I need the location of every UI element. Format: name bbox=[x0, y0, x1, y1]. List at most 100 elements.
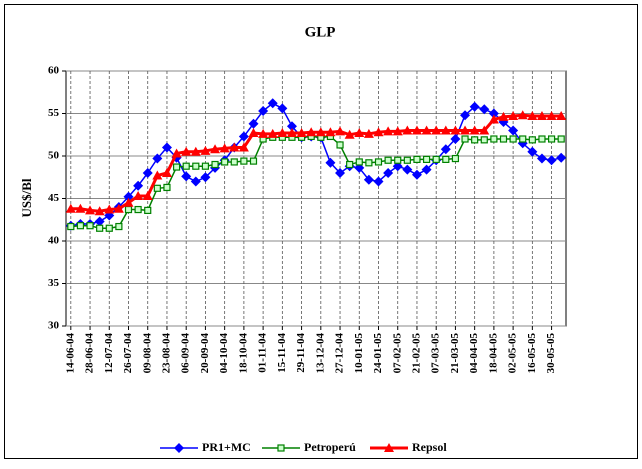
marker bbox=[181, 146, 192, 156]
marker bbox=[556, 111, 567, 121]
marker bbox=[325, 127, 336, 137]
marker bbox=[451, 154, 460, 163]
marker bbox=[94, 216, 105, 227]
x-tick-label: 21-03-05 bbox=[449, 333, 461, 374]
marker bbox=[440, 125, 451, 135]
marker bbox=[450, 134, 461, 144]
marker bbox=[192, 162, 200, 170]
marker bbox=[200, 145, 211, 155]
marker bbox=[124, 205, 133, 214]
marker bbox=[365, 159, 373, 167]
x-tick-label: 15-11-04 bbox=[276, 333, 288, 373]
marker bbox=[85, 205, 96, 215]
marker bbox=[221, 158, 229, 166]
marker bbox=[346, 160, 354, 169]
marker bbox=[181, 171, 192, 182]
y-tick-label: 35 bbox=[48, 277, 60, 289]
marker bbox=[422, 155, 431, 163]
marker bbox=[86, 222, 94, 230]
y-tick-label: 55 bbox=[48, 107, 60, 119]
x-tick-label: 09-08-04 bbox=[141, 333, 153, 374]
y-tick-label: 40 bbox=[48, 235, 60, 247]
marker bbox=[286, 121, 297, 132]
marker bbox=[519, 135, 527, 143]
marker bbox=[479, 104, 490, 115]
marker bbox=[384, 443, 394, 452]
marker bbox=[498, 111, 509, 121]
x-tick-label: 23-08-04 bbox=[160, 333, 172, 374]
x-tick-label: 06-09-04 bbox=[180, 333, 192, 374]
x-tick-label: 16-05-05 bbox=[526, 333, 538, 374]
marker bbox=[383, 126, 394, 136]
marker bbox=[335, 126, 346, 136]
marker bbox=[335, 168, 346, 178]
marker bbox=[133, 180, 144, 191]
marker bbox=[527, 146, 538, 157]
marker bbox=[115, 222, 123, 231]
marker bbox=[394, 156, 402, 164]
marker bbox=[431, 125, 442, 135]
marker bbox=[528, 136, 536, 144]
marker bbox=[267, 128, 278, 138]
marker bbox=[67, 222, 75, 231]
marker bbox=[536, 111, 547, 121]
marker bbox=[229, 142, 240, 152]
x-tick-label: 07-03-05 bbox=[430, 333, 442, 374]
marker bbox=[354, 128, 365, 138]
marker bbox=[267, 98, 278, 109]
marker bbox=[344, 129, 355, 139]
marker bbox=[211, 160, 219, 169]
x-tick-label: 28-06-04 bbox=[84, 333, 96, 374]
marker bbox=[411, 169, 422, 180]
x-tick-label: 18-10-04 bbox=[237, 333, 249, 374]
marker bbox=[296, 128, 307, 138]
marker bbox=[469, 101, 480, 112]
legend-label: Repsol bbox=[412, 440, 447, 454]
marker bbox=[238, 131, 249, 142]
marker bbox=[249, 157, 258, 165]
marker bbox=[499, 135, 508, 143]
marker bbox=[230, 158, 238, 166]
marker bbox=[527, 111, 538, 121]
marker bbox=[172, 163, 181, 171]
marker bbox=[536, 153, 547, 164]
marker bbox=[94, 206, 105, 216]
series-line bbox=[70, 113, 562, 213]
marker bbox=[161, 168, 172, 177]
marker bbox=[306, 127, 317, 137]
marker bbox=[509, 135, 517, 143]
marker bbox=[538, 135, 546, 143]
marker bbox=[392, 126, 403, 136]
marker bbox=[336, 141, 344, 149]
marker bbox=[421, 125, 432, 135]
marker bbox=[383, 168, 394, 178]
marker bbox=[402, 125, 413, 135]
legend-label: PR1+MC bbox=[202, 440, 251, 454]
marker bbox=[142, 168, 153, 178]
x-tick-label: 02-05-05 bbox=[507, 333, 519, 374]
x-tick-label: 04-04-05 bbox=[468, 333, 480, 374]
marker bbox=[104, 204, 115, 214]
marker bbox=[258, 105, 269, 116]
marker bbox=[286, 128, 297, 138]
x-tick-label: 07-02-05 bbox=[391, 333, 403, 374]
x-tick-label: 12-07-04 bbox=[103, 333, 115, 374]
marker bbox=[161, 142, 172, 153]
marker bbox=[171, 148, 182, 158]
marker bbox=[182, 162, 190, 170]
marker bbox=[133, 190, 144, 200]
marker bbox=[556, 152, 567, 163]
marker bbox=[421, 164, 432, 175]
marker bbox=[96, 224, 104, 232]
marker bbox=[460, 125, 471, 135]
x-tick-label: 30-05-05 bbox=[545, 333, 557, 374]
marker bbox=[557, 135, 565, 143]
marker bbox=[144, 206, 152, 214]
marker bbox=[190, 176, 201, 187]
marker bbox=[440, 144, 451, 155]
legend-label: Petroperú bbox=[304, 440, 356, 454]
marker bbox=[363, 174, 374, 185]
marker bbox=[190, 146, 201, 156]
y-tick-label: 60 bbox=[48, 65, 60, 77]
